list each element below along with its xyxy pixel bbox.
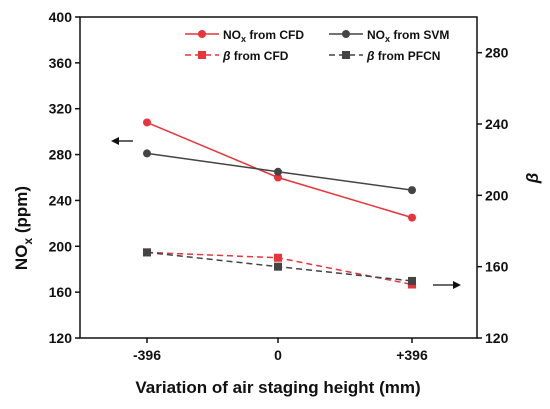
data-point-3-0	[143, 248, 151, 257]
legend-swatch-marker	[198, 30, 206, 38]
data-point-1-0	[143, 149, 151, 158]
legend-swatch-marker	[342, 30, 350, 38]
data-point-0-0	[143, 118, 151, 127]
data-point-3-2	[408, 276, 416, 285]
legend-entry-sub: x	[241, 34, 246, 44]
left-y-tick-label: 200	[49, 238, 73, 254]
data-point-2-1	[274, 253, 282, 262]
right-y-tick-label: 280	[485, 45, 509, 61]
legend-entry-label: β from CFD	[222, 49, 289, 63]
left-y-tick-label: 160	[49, 284, 73, 300]
left-y-tick-label: 320	[49, 101, 73, 117]
legend-entry-main: NO	[367, 28, 385, 42]
legend-swatch-marker	[342, 51, 350, 59]
arrow-left-head	[111, 137, 119, 145]
legend-entry-rest: from CFD	[230, 49, 288, 63]
left-y-axis-title: NOx (ppm)	[12, 186, 35, 270]
annotation-layer	[111, 137, 461, 289]
data-point-1-2	[408, 186, 416, 195]
left-y-axis: 120 160 200 240 280 320 360 400	[49, 9, 80, 346]
left-y-title-main: NO	[12, 245, 31, 271]
x-axis: -396 0 +396	[133, 338, 428, 363]
left-y-tick-label: 360	[49, 55, 73, 71]
right-y-tick-label: 160	[485, 259, 509, 275]
legend-entry-rest: from SVM	[390, 28, 449, 42]
left-y-title-rest: (ppm)	[12, 186, 31, 238]
right-y-axis-title: β	[523, 173, 542, 185]
x-axis-title: Variation of air staging height (mm)	[135, 378, 420, 397]
legend-entry-main: β	[366, 49, 375, 63]
left-y-title-sub: x	[21, 238, 35, 245]
legend-entry-sub: x	[385, 34, 390, 44]
left-y-tick-label: 240	[49, 192, 73, 208]
x-tick-label: +396	[396, 347, 428, 363]
data-point-1-1	[274, 167, 282, 176]
legend-entry-main: NO	[223, 28, 241, 42]
legend-entry-rest: from PFCN	[374, 49, 440, 63]
left-y-tick-label: 120	[49, 330, 73, 346]
right-y-tick-label: 240	[485, 116, 509, 132]
x-tick-label: 0	[274, 347, 282, 363]
right-y-axis: 120 160 200 240 280	[477, 45, 509, 346]
right-y-tick-label: 200	[485, 187, 509, 203]
legend-entry-label: NOx from CFD	[223, 28, 304, 44]
left-y-tick-label: 280	[49, 147, 73, 163]
series-layer	[143, 118, 416, 289]
data-point-0-2	[408, 213, 416, 222]
legend-entry-main: β	[222, 49, 231, 63]
data-point-3-1	[274, 262, 282, 271]
arrow-right-head	[453, 281, 461, 289]
legend-swatch-marker	[198, 51, 206, 59]
legend-entry-label: NOx from SVM	[367, 28, 449, 44]
legend-entry-rest: from CFD	[246, 28, 304, 42]
legend-entry-label: β from PFCN	[366, 49, 440, 63]
right-y-tick-label: 120	[485, 330, 509, 346]
data-point-0-1	[274, 173, 282, 182]
left-y-tick-label: 400	[49, 9, 73, 25]
x-tick-label: -396	[133, 347, 161, 363]
